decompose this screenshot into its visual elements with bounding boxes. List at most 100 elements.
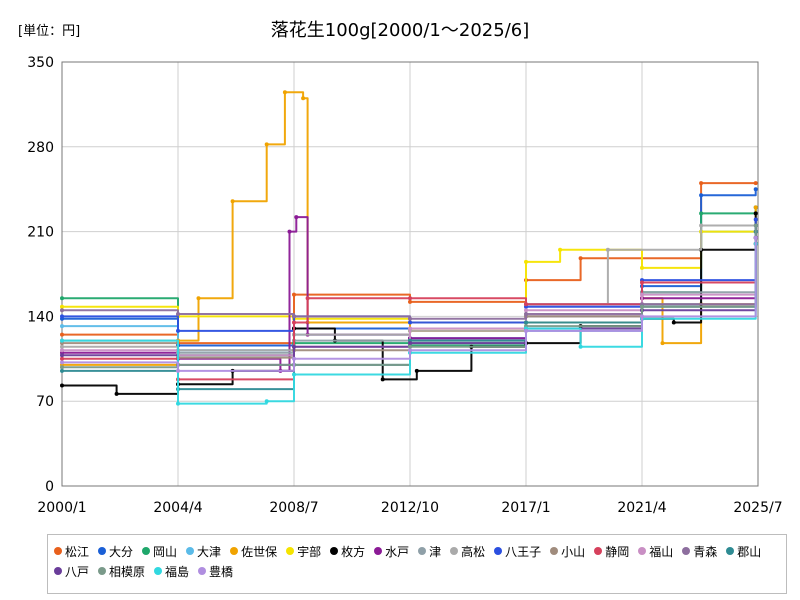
data-point [408,326,412,331]
y-tick-label: 280 [27,140,54,156]
legend-item: 津 [418,541,441,561]
data-point [524,320,528,325]
x-tick-label: 2025/7 [733,500,782,516]
legend-label: 青森 [693,544,718,559]
x-tick-label: 2017/1 [501,500,550,516]
legend-item: 郡山 [726,541,761,561]
legend-label: 静岡 [605,544,630,559]
data-point [660,341,665,346]
legend-item: 豊橋 [198,561,233,581]
y-tick-label: 210 [27,225,54,241]
unit-label: [単位：円] [18,24,81,39]
data-point [380,377,385,382]
legend-swatch [726,547,735,555]
data-point [640,292,644,297]
data-point [578,256,583,261]
legend-item: 八戸 [54,561,89,581]
legend-swatch [418,547,427,555]
legend-item: 福島 [154,561,189,581]
data-point [60,365,64,370]
legend-item: 岡山 [142,541,177,561]
data-point [114,391,119,396]
data-point [292,356,296,361]
data-point [408,320,412,325]
data-point [408,299,412,304]
data-point [60,344,64,349]
legend-item: 大津 [186,541,221,561]
plot-border [61,61,759,487]
data-point [753,211,758,216]
legend-swatch [682,547,691,555]
legend-swatch [54,567,62,575]
data-point [60,368,64,373]
data-point [408,296,412,301]
data-point [176,312,180,316]
legend-item: 宇部 [286,541,321,561]
legend-item: 高松 [450,541,485,561]
data-point [408,344,412,349]
data-point [605,247,610,252]
data-point [60,332,64,337]
data-point [753,235,758,240]
legend-label: 八王子 [505,544,542,559]
data-point [294,215,299,220]
data-point [60,296,64,301]
data-point [753,205,758,210]
data-point [230,199,235,204]
data-point [305,296,310,301]
legend-swatch [54,547,62,555]
series-line-4 [62,91,757,366]
data-point [292,320,296,325]
data-point [671,320,676,325]
data-point [640,265,644,270]
data-point [60,338,64,343]
legend-swatch [330,547,339,555]
series-line-0 [62,182,756,345]
legend-swatch [98,567,107,575]
line-chart: 0 70 140 210 280 350 2000/1 2004/4 2008/7 2012/10… [27,55,782,516]
legend-label: 枚方 [341,544,366,559]
x-tick-label: 2012/10 [381,500,439,516]
legend-item: 相模原 [98,561,145,581]
data-point [176,328,180,333]
data-point [408,348,412,353]
legend-item: 八王子 [494,541,541,561]
x-tick-label: 2008/7 [269,500,318,516]
data-point [524,328,528,333]
legend-item: 大分 [98,541,133,561]
x-tick-label: 2021/4 [617,500,666,516]
legend-item: 枚方 [330,541,365,561]
legend-item: 青森 [682,541,717,561]
legend-label: 豊橋 [209,564,234,579]
legend-label: 宇部 [297,544,322,559]
data-point [753,223,758,228]
data-point [60,360,64,365]
legend-label: 八戸 [65,564,90,579]
legend-label: 大分 [109,544,134,559]
legend-swatch [594,547,603,555]
data-point [301,96,306,101]
legend-label: 佐世保 [241,544,278,559]
data-point [524,259,528,264]
data-point [558,247,563,252]
data-point [753,181,758,186]
legend-item: 水戸 [374,541,409,561]
data-point [408,341,412,346]
data-point [60,324,64,329]
data-point [699,211,704,216]
legend-item: 静岡 [594,541,629,561]
data-point [176,401,180,406]
x-tick-label: 2004/4 [153,500,202,516]
data-point [578,344,583,349]
data-point [60,356,64,361]
legend-label: 郡山 [737,544,762,559]
y-tick-label: 350 [27,55,54,71]
legend-swatch [186,547,195,555]
legend-label: 福島 [165,564,190,579]
legend-label: 相模原 [109,564,146,579]
data-point [292,292,296,297]
data-point [292,372,296,377]
data-point [640,314,644,319]
legend-swatch [154,567,163,575]
legend-swatch [230,547,239,555]
